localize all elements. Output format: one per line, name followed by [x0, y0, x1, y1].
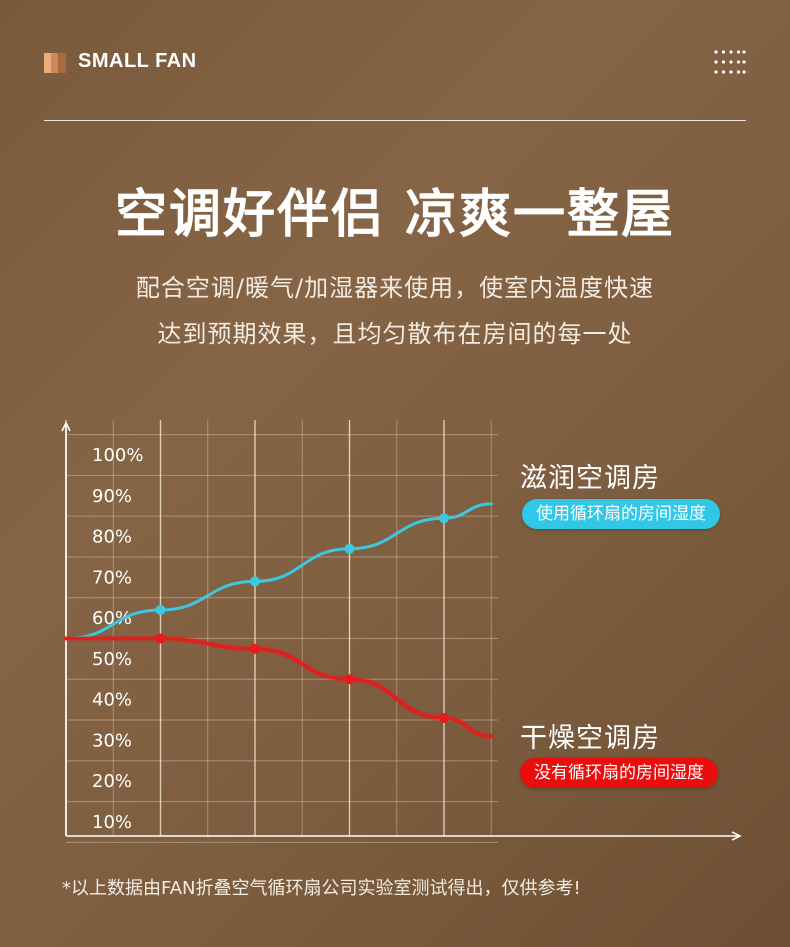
y-tick-label: 60%	[92, 608, 132, 629]
y-tick-label: 30%	[92, 730, 132, 751]
y-axis-arrow	[61, 421, 71, 432]
series-1-point	[155, 604, 166, 615]
series-2-point	[155, 633, 166, 644]
subtitle-line-2: 达到预期效果，且均匀散布在房间的每一处	[157, 320, 633, 348]
series-1-point	[439, 513, 449, 524]
y-tick-label: 10%	[92, 812, 132, 833]
legend-series-2-tag: 没有循环扇的房间湿度	[520, 758, 718, 788]
page-title: 空调好伴侣 凉爽一整屋	[114, 185, 676, 245]
y-tick-label: 50%	[92, 649, 132, 670]
humidity-chart-svg: 100% 90% 80% 70% 60% 50% 40% 30% 20% 10%	[61, 420, 742, 843]
y-tick-label: 20%	[92, 771, 132, 792]
series-2-point	[439, 713, 449, 724]
footnote: *以上数据由FAN折叠空气循环扇公司实验室测试得出，仅供参考!	[62, 878, 581, 899]
series-1-point	[344, 543, 355, 554]
y-tick-label: 40%	[92, 690, 132, 711]
legend-series-1-name: 滋润空调房	[520, 463, 660, 494]
logo-mark	[44, 53, 66, 73]
series-2-point	[344, 674, 355, 685]
header-divider	[44, 120, 746, 121]
x-axis-arrow	[731, 831, 742, 841]
logo-text: SMALL FAN	[78, 50, 197, 72]
y-tick-label: 80%	[92, 527, 132, 548]
humidity-chart: 100% 90% 80% 70% 60% 50% 40% 30% 20% 10%	[0, 400, 790, 860]
y-tick-label: 100%	[92, 445, 143, 466]
subtitle-line-1: 配合空调/暖气/加湿器来使用，使室内温度快速	[135, 274, 655, 302]
legend-series-2-name: 干燥空调房	[520, 723, 660, 754]
series-2-point	[250, 643, 260, 654]
series-1-point	[250, 576, 260, 587]
y-tick-label: 90%	[92, 486, 132, 507]
grid-dots-icon[interactable]	[714, 50, 746, 74]
legend-series-1-tag: 使用循环扇的房间湿度	[522, 499, 720, 529]
header: SMALL FAN	[44, 48, 746, 78]
y-tick-label: 70%	[92, 567, 132, 588]
